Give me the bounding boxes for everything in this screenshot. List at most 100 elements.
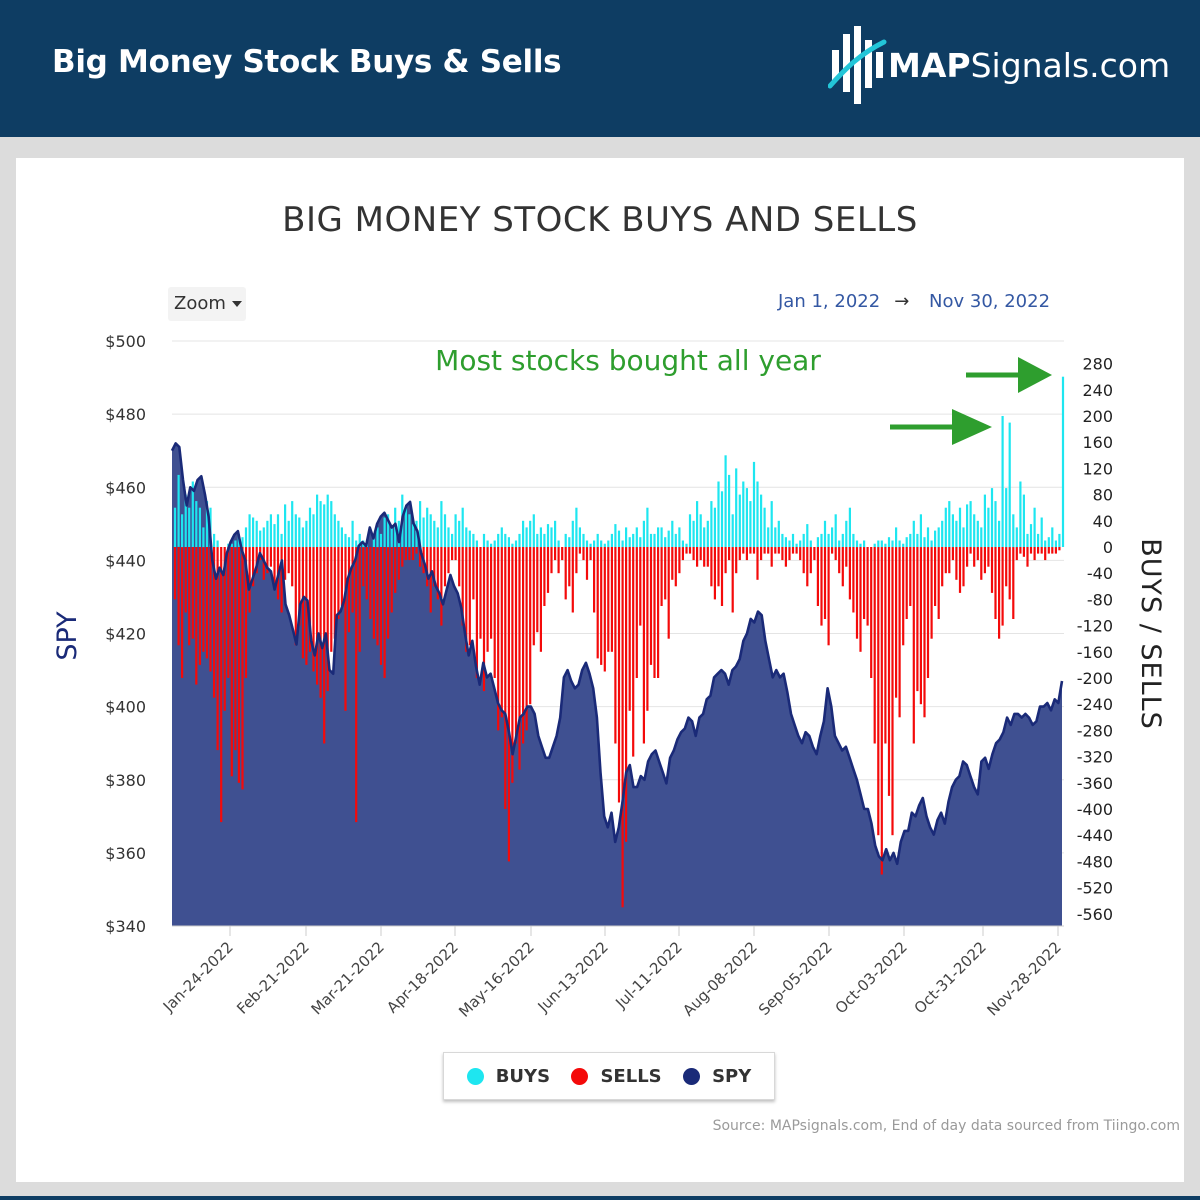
sells-bar [877, 547, 880, 836]
right-tick-label: 120 [1082, 459, 1113, 478]
sells-bar [234, 547, 237, 751]
sells-bar [749, 547, 752, 554]
buys-bar [308, 507, 312, 547]
buys-bar [248, 514, 251, 548]
buys-bar [177, 474, 180, 547]
sells-bar [813, 547, 816, 561]
sells-bar [188, 547, 191, 646]
chevron-down-icon [231, 301, 242, 307]
buys-bar [337, 520, 340, 547]
sells-bar [458, 547, 461, 587]
range-end[interactable]: Nov 30, 2022 [929, 291, 1051, 312]
buys-bar [905, 537, 908, 547]
buys-bar [880, 540, 883, 548]
buys-bar [344, 533, 347, 547]
sells-bar [898, 547, 901, 718]
sells-bar [731, 547, 734, 613]
legend-item-spy[interactable]: SPY [683, 1066, 751, 1087]
buys-bar [564, 533, 567, 547]
buys-bar [912, 520, 915, 547]
x-tick-label: Sep-05-2022 [755, 938, 836, 1019]
sells-bar [657, 547, 660, 678]
sells-bar [539, 547, 542, 652]
sells-bar [966, 547, 969, 567]
sells-bar [791, 547, 795, 554]
sells-bar [973, 547, 976, 567]
buys-bar [269, 514, 272, 548]
sells-bar [209, 547, 212, 672]
right-tick-label: -40 [1087, 564, 1113, 583]
sells-bar [706, 547, 709, 567]
buys-bar [763, 507, 766, 547]
legend-item-sells[interactable]: SELLS [571, 1066, 662, 1087]
sells-bar [724, 547, 727, 574]
buys-bar [969, 501, 972, 547]
buys-bar [234, 540, 237, 548]
buys-bar [1058, 533, 1061, 547]
sells-bar [415, 547, 418, 554]
buys-bar [756, 481, 759, 547]
left-tick-label: $500 [105, 332, 146, 351]
sells-bar [507, 547, 510, 862]
buys-bar [372, 533, 375, 547]
sells-bar [173, 547, 177, 600]
buys-bar [806, 524, 809, 547]
sells-bar [767, 547, 770, 554]
range-start[interactable]: Jan 1, 2022 [778, 291, 881, 312]
sells-bar [1029, 547, 1033, 554]
buys-bar [259, 530, 262, 547]
buys-bar [1044, 540, 1047, 548]
mapsignals-logo[interactable]: MAPSignals.com [828, 24, 1171, 106]
buys-bar [926, 527, 930, 548]
buys-bar [816, 537, 819, 547]
page-title: Big Money Stock Buys & Sells [52, 44, 562, 80]
buys-bar [855, 540, 859, 548]
sells-bar [387, 547, 390, 639]
buys-bar [603, 543, 606, 547]
sells-bar [692, 547, 695, 561]
sells-bar [809, 547, 812, 574]
buys-bar [706, 520, 709, 547]
sells-bar [443, 547, 447, 587]
legend-dot-icon [683, 1067, 701, 1085]
sells-bar [884, 547, 887, 744]
sells-bar [994, 547, 997, 619]
sells-bar [213, 547, 216, 698]
buys-bar [1051, 527, 1054, 548]
legend-item-buys[interactable]: BUYS [466, 1066, 550, 1087]
sells-bar [482, 547, 486, 692]
sells-bar [1033, 547, 1036, 561]
sells-bar [887, 547, 891, 796]
buys-bar [468, 530, 471, 547]
logo-wordmark: MAPSignals.com [888, 46, 1171, 85]
x-tick-label: Oct-03-2022 [832, 938, 911, 1017]
sells-bar [333, 547, 336, 639]
buys-bar [319, 501, 322, 547]
zoom-dropdown[interactable]: Zoom [168, 287, 246, 321]
sells-bar [237, 547, 240, 783]
buys-bar [546, 524, 550, 547]
chart-title: BIG MONEY STOCK BUYS AND SELLS [282, 200, 918, 240]
buys-bar [717, 481, 720, 547]
sells-bar [291, 547, 294, 587]
buys-bar [635, 527, 638, 548]
sells-bar [525, 547, 528, 731]
buys-bar [848, 507, 851, 547]
buys-bar [610, 533, 613, 547]
buys-bar [493, 540, 496, 548]
buys-bar [585, 540, 589, 548]
sells-bar [674, 547, 677, 587]
sells-bar [379, 547, 383, 665]
sells-bar [795, 547, 798, 554]
sells-bar [241, 547, 244, 790]
buys-bar [752, 461, 756, 548]
sells-bar [713, 547, 716, 600]
buys-bar [383, 517, 386, 547]
buys-bar [173, 507, 177, 547]
buys-bar [614, 524, 617, 547]
buys-bar [653, 533, 656, 547]
buys-bar [589, 543, 592, 547]
sells-bar [756, 547, 759, 580]
buys-bar [1005, 488, 1008, 548]
sells-bar [220, 547, 223, 823]
